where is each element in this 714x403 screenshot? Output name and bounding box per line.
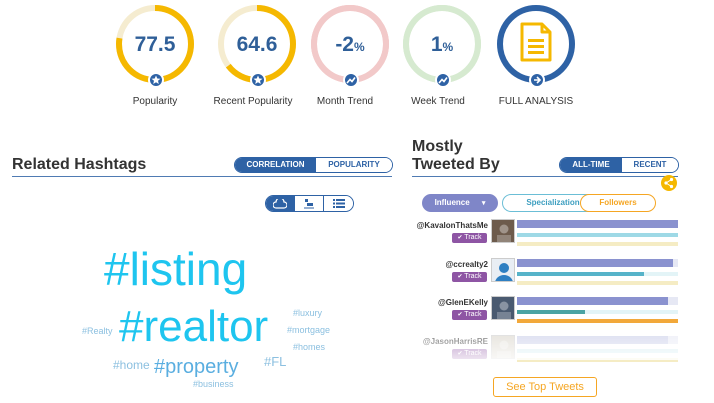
hashtag-business[interactable]: #business: [193, 379, 234, 389]
arrow-right-icon: [529, 72, 545, 88]
track-button[interactable]: ✔ Track: [452, 310, 487, 320]
filter-followers[interactable]: Followers: [580, 194, 656, 212]
view-toggle: [265, 195, 354, 212]
star-icon: [148, 72, 164, 88]
fade-overlay: [412, 330, 692, 360]
score-bar-fill: [517, 242, 678, 246]
filter-influence-label: Influence: [434, 198, 470, 207]
score-bar-fill: [517, 259, 673, 267]
hashtag-listing[interactable]: #listing: [104, 243, 248, 295]
trend-icon: [435, 72, 451, 88]
related-hashtags-title: Related Hashtags: [12, 156, 147, 173]
score-bar-fill: [517, 310, 585, 314]
tweeted-divider: [412, 176, 678, 177]
hashtag-mortgage[interactable]: #mortgage: [287, 325, 331, 335]
caret-down-icon: ▾: [481, 200, 486, 207]
track-button[interactable]: ✔ Track: [452, 233, 487, 243]
track-label: Track: [464, 234, 482, 241]
tweeted-by-title-line2: Tweeted By: [412, 156, 500, 173]
score-bar-fill: [517, 297, 668, 305]
score-bar-fill: [517, 233, 678, 237]
cloud-view-icon[interactable]: [266, 196, 295, 211]
score-bar-fill: [517, 319, 678, 323]
document-icon: [520, 22, 552, 62]
tweeted-tabs: ALL-TIME RECENT: [559, 157, 679, 173]
full-analysis-label[interactable]: FULL ANALYSIS: [498, 96, 574, 107]
hashtag-realty[interactable]: #Realty: [82, 326, 113, 336]
hashtag-home[interactable]: #home: [113, 358, 150, 372]
recent-popularity-label: Recent Popularity: [213, 96, 293, 107]
hashtag-fl[interactable]: #FL: [264, 354, 287, 369]
score-bar-fill: [517, 272, 644, 276]
tab-all-time[interactable]: ALL-TIME: [560, 158, 622, 172]
twitter-bird-icon: ✔: [457, 312, 463, 318]
tweeted-by-title-line1: Mostly: [412, 138, 463, 155]
month-trend-gauge: -2%: [310, 4, 390, 88]
tweeter-handle[interactable]: @GlenEKelly: [437, 298, 488, 307]
recent-popularity-gauge: 64.6: [217, 4, 297, 88]
tweeter-handle[interactable]: @KavalonThatsMe: [416, 221, 488, 230]
popularity-label: Popularity: [132, 96, 178, 107]
recent-popularity-value: 64.6: [236, 33, 278, 56]
full-analysis-gauge[interactable]: [496, 4, 576, 88]
list-view-icon[interactable]: [324, 196, 353, 211]
filter-influence[interactable]: Influence ▾: [422, 194, 498, 212]
avatar[interactable]: [491, 296, 515, 320]
trend-icon: [343, 72, 359, 88]
hashtag-property[interactable]: #property: [154, 356, 239, 378]
see-top-tweets-button[interactable]: See Top Tweets: [493, 377, 597, 397]
popularity-value: 77.5: [134, 33, 176, 56]
month-trend-value: -2%: [335, 33, 365, 56]
score-bar-track: [517, 310, 678, 314]
star-icon: [250, 72, 266, 88]
popularity-gauge: 77.5: [115, 4, 195, 88]
week-trend-gauge: 1%: [402, 4, 482, 88]
hashtag-homes[interactable]: #homes: [293, 342, 326, 352]
avatar[interactable]: [491, 258, 515, 282]
score-bar-fill: [517, 358, 678, 362]
twitter-bird-icon: ✔: [457, 274, 463, 280]
tab-correlation[interactable]: CORRELATION: [235, 158, 316, 172]
related-tabs: CORRELATION POPULARITY: [234, 157, 393, 173]
tweeter-handle[interactable]: @ccrealty2: [445, 260, 489, 269]
twitter-bird-icon: ✔: [457, 235, 463, 241]
track-label: Track: [464, 311, 482, 318]
track-button[interactable]: ✔ Track: [452, 272, 487, 282]
month-trend-label: Month Trend: [316, 96, 374, 107]
week-trend-label: Week Trend: [411, 96, 465, 107]
share-icon[interactable]: [661, 175, 677, 191]
related-divider: [12, 176, 392, 177]
tab-popularity[interactable]: POPULARITY: [316, 158, 392, 172]
tab-recent[interactable]: RECENT: [622, 158, 678, 172]
avatar[interactable]: [491, 219, 515, 243]
hashtag-realtor[interactable]: #realtor: [119, 302, 269, 351]
chart-view-icon[interactable]: [295, 196, 324, 211]
track-label: Track: [464, 273, 482, 280]
week-trend-value: 1%: [430, 33, 454, 56]
hashtag-luxury[interactable]: #luxury: [293, 308, 323, 318]
score-bar-fill: [517, 220, 678, 228]
score-bar-fill: [517, 281, 678, 285]
